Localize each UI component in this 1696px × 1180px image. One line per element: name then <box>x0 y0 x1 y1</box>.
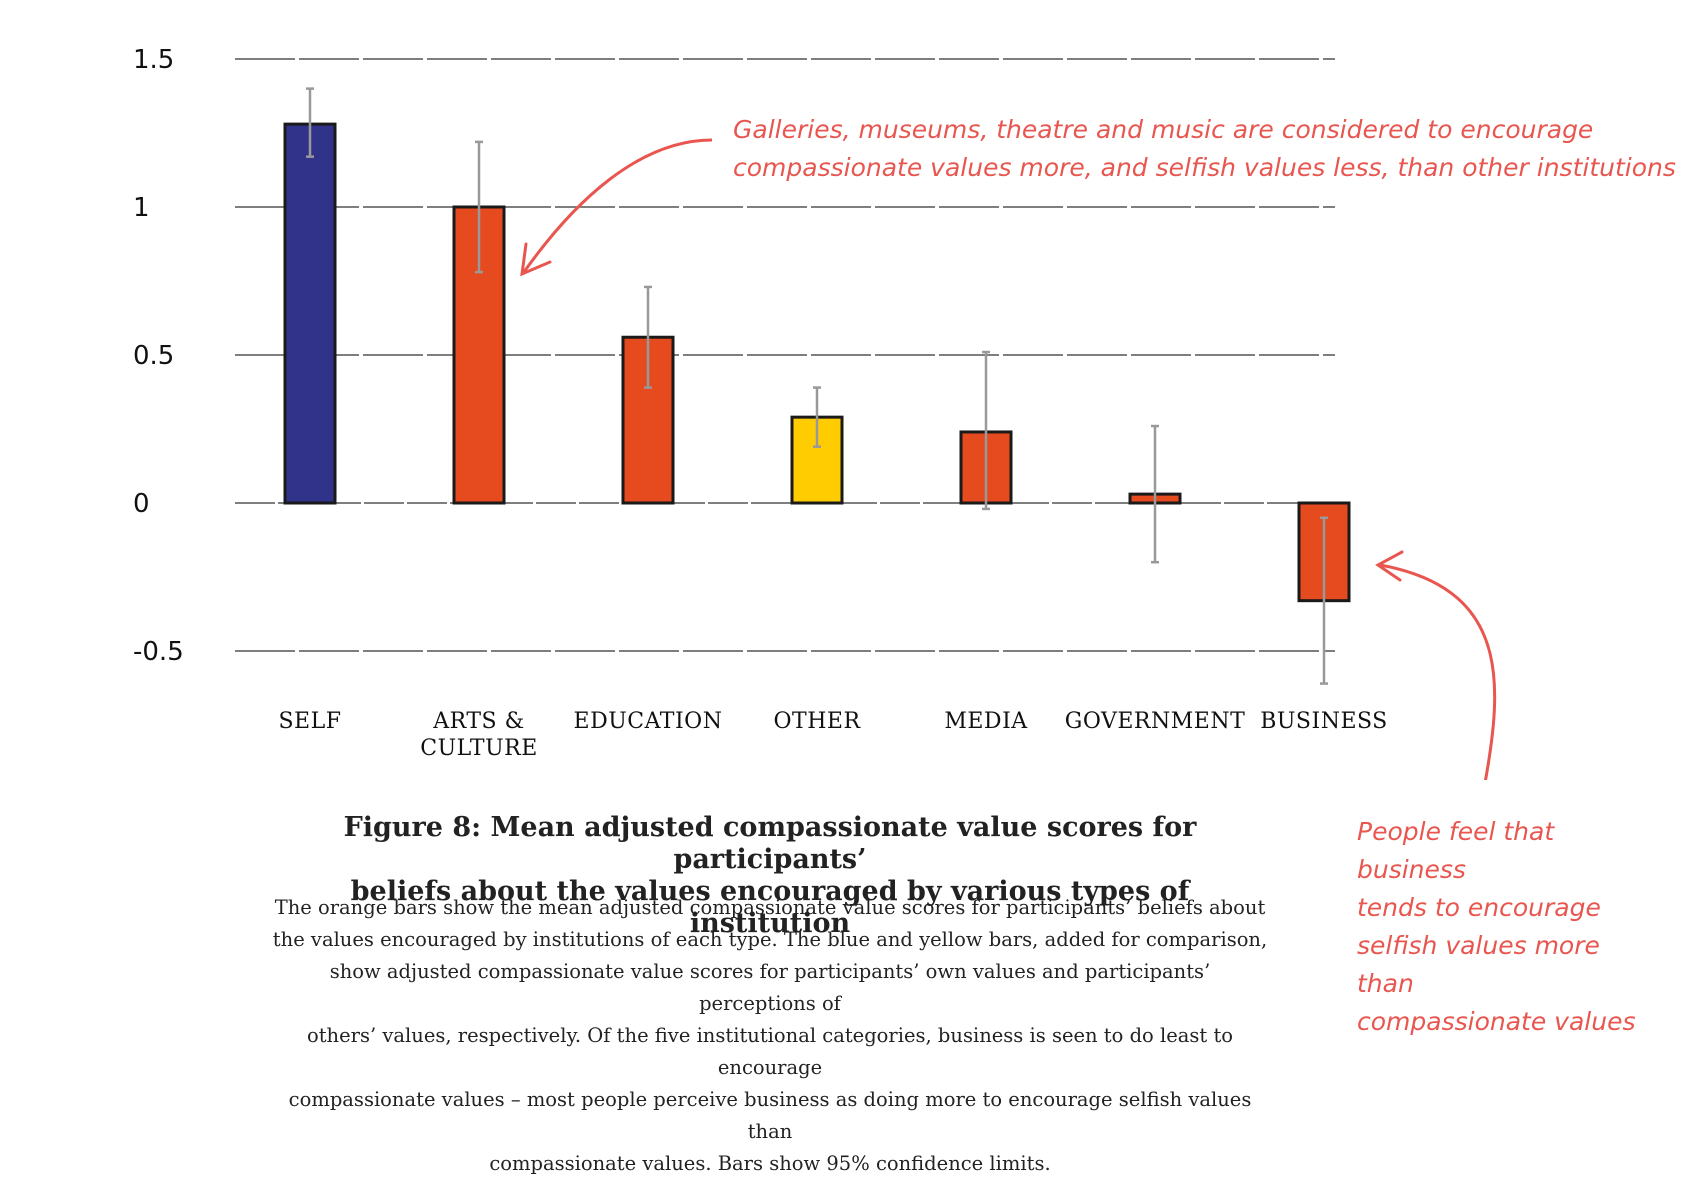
x-tick-label: ARTS & <box>432 709 524 734</box>
annotation-side-arrow-group <box>1375 550 1497 780</box>
annotation-side-arrowhead <box>1375 550 1404 582</box>
x-tick-label: EDUCATION <box>574 709 723 734</box>
side-note-line: selfish values more than <box>1357 931 1600 998</box>
x-tick-label: BUSINESS <box>1260 709 1388 734</box>
y-tick-label: 1.5 <box>133 45 174 75</box>
annotation-top-arrow <box>522 138 713 273</box>
caption-body-line: show adjusted compassionate value scores… <box>329 960 1211 1015</box>
annotation-side-note: People feel that business tends to encou… <box>1357 813 1657 1041</box>
caption-body-line: The orange bars show the mean adjusted c… <box>274 896 1266 919</box>
error-bars <box>306 87 1328 685</box>
side-note-line: tends to encourage <box>1357 893 1601 922</box>
figure-caption-body: The orange bars show the mean adjusted c… <box>270 892 1270 1180</box>
annotation-top: Galleries, museums, theatre and music ar… <box>520 115 1676 277</box>
caption-body-line: others’ values, respectively. Of the fiv… <box>306 1024 1234 1079</box>
y-tick-label: 1 <box>133 193 150 223</box>
y-axis-ticks: 1.5 1 0.5 0 -0.5 <box>133 45 184 667</box>
annotation-top-line1: Galleries, museums, theatre and music ar… <box>733 115 1593 144</box>
y-tick-label: 0.5 <box>133 341 174 371</box>
x-axis-categories: SELF ARTS &CULTURE EDUCATION OTHER MEDIA GOVE… <box>278 709 1387 761</box>
side-note-line: People feel that business <box>1357 817 1555 884</box>
x-tick-label: GOVERNMENT <box>1065 709 1246 734</box>
y-tick-label: -0.5 <box>133 637 184 667</box>
y-tick-label: 0 <box>133 489 150 519</box>
caption-body-line: the values encouraged by institutions of… <box>272 928 1268 951</box>
side-note-line: compassionate values <box>1357 1007 1636 1036</box>
x-tick-label: SELF <box>278 709 341 734</box>
bar-chart: 1.5 1 0.5 0 -0.5 SELF ARTS &CULTURE EDUCATION O… <box>133 45 1676 780</box>
bar <box>283 122 337 505</box>
gridlines <box>235 58 1335 652</box>
bar <box>621 335 675 505</box>
bars <box>283 122 1351 603</box>
x-tick-label: OTHER <box>773 709 861 734</box>
annotation-top-arrowhead <box>520 242 552 277</box>
caption-title-line: beliefs about the values encouraged by v… <box>350 876 1190 939</box>
x-tick-label: MEDIA <box>944 709 1028 734</box>
x-tick-label: CULTURE <box>420 736 538 761</box>
annotation-side-arrow <box>1379 563 1497 780</box>
caption-body-line: compassionate values. Bars show 95% conf… <box>489 1152 1051 1175</box>
annotation-top-line2: compassionate values more, and selfish v… <box>733 153 1676 182</box>
figure-caption-title: Figure 8: Mean adjusted compassionate va… <box>270 812 1270 940</box>
caption-title-line: Figure 8: Mean adjusted compassionate va… <box>343 812 1197 875</box>
